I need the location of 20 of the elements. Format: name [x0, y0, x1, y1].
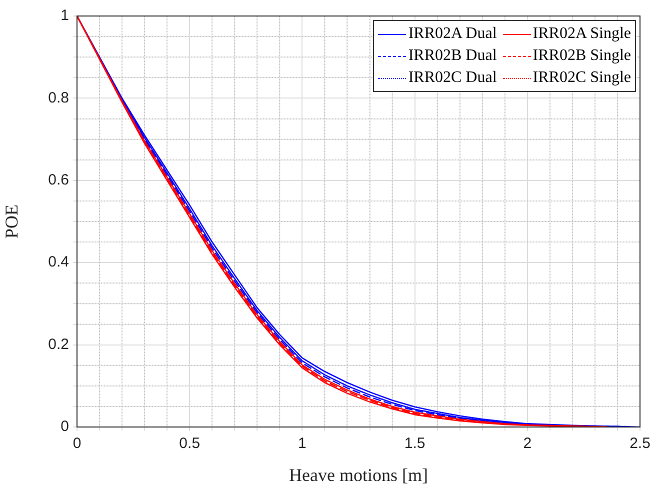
x-tick-label: 2	[523, 435, 532, 452]
y-tick-label: 0.2	[48, 336, 69, 353]
legend-label: IRR02B Dual	[408, 46, 497, 66]
x-axis-title: Heave motions [m]	[289, 464, 428, 485]
legend-label: IRR02A Dual	[408, 24, 497, 44]
x-tick-label: 1.5	[404, 435, 426, 452]
legend-label: IRR02A Single	[532, 24, 631, 44]
legend-label: IRR02C Single	[532, 68, 631, 88]
x-tick-label: 2.5	[630, 435, 650, 452]
legend-label: IRR02C Dual	[408, 68, 497, 88]
y-axis-title: POE	[2, 204, 22, 239]
y-tick-label: 0.8	[48, 89, 69, 106]
x-tick-label: 0.5	[179, 435, 200, 452]
y-tick-label: 0.4	[48, 254, 69, 271]
x-tick-label: 1	[298, 435, 306, 452]
x-tick-label: 0	[72, 435, 82, 452]
legend-label: IRR02B Single	[532, 46, 631, 66]
y-tick-label: 0	[60, 418, 69, 436]
y-tick-label: 1	[60, 7, 69, 24]
y-tick-label: 0.6	[48, 172, 69, 189]
